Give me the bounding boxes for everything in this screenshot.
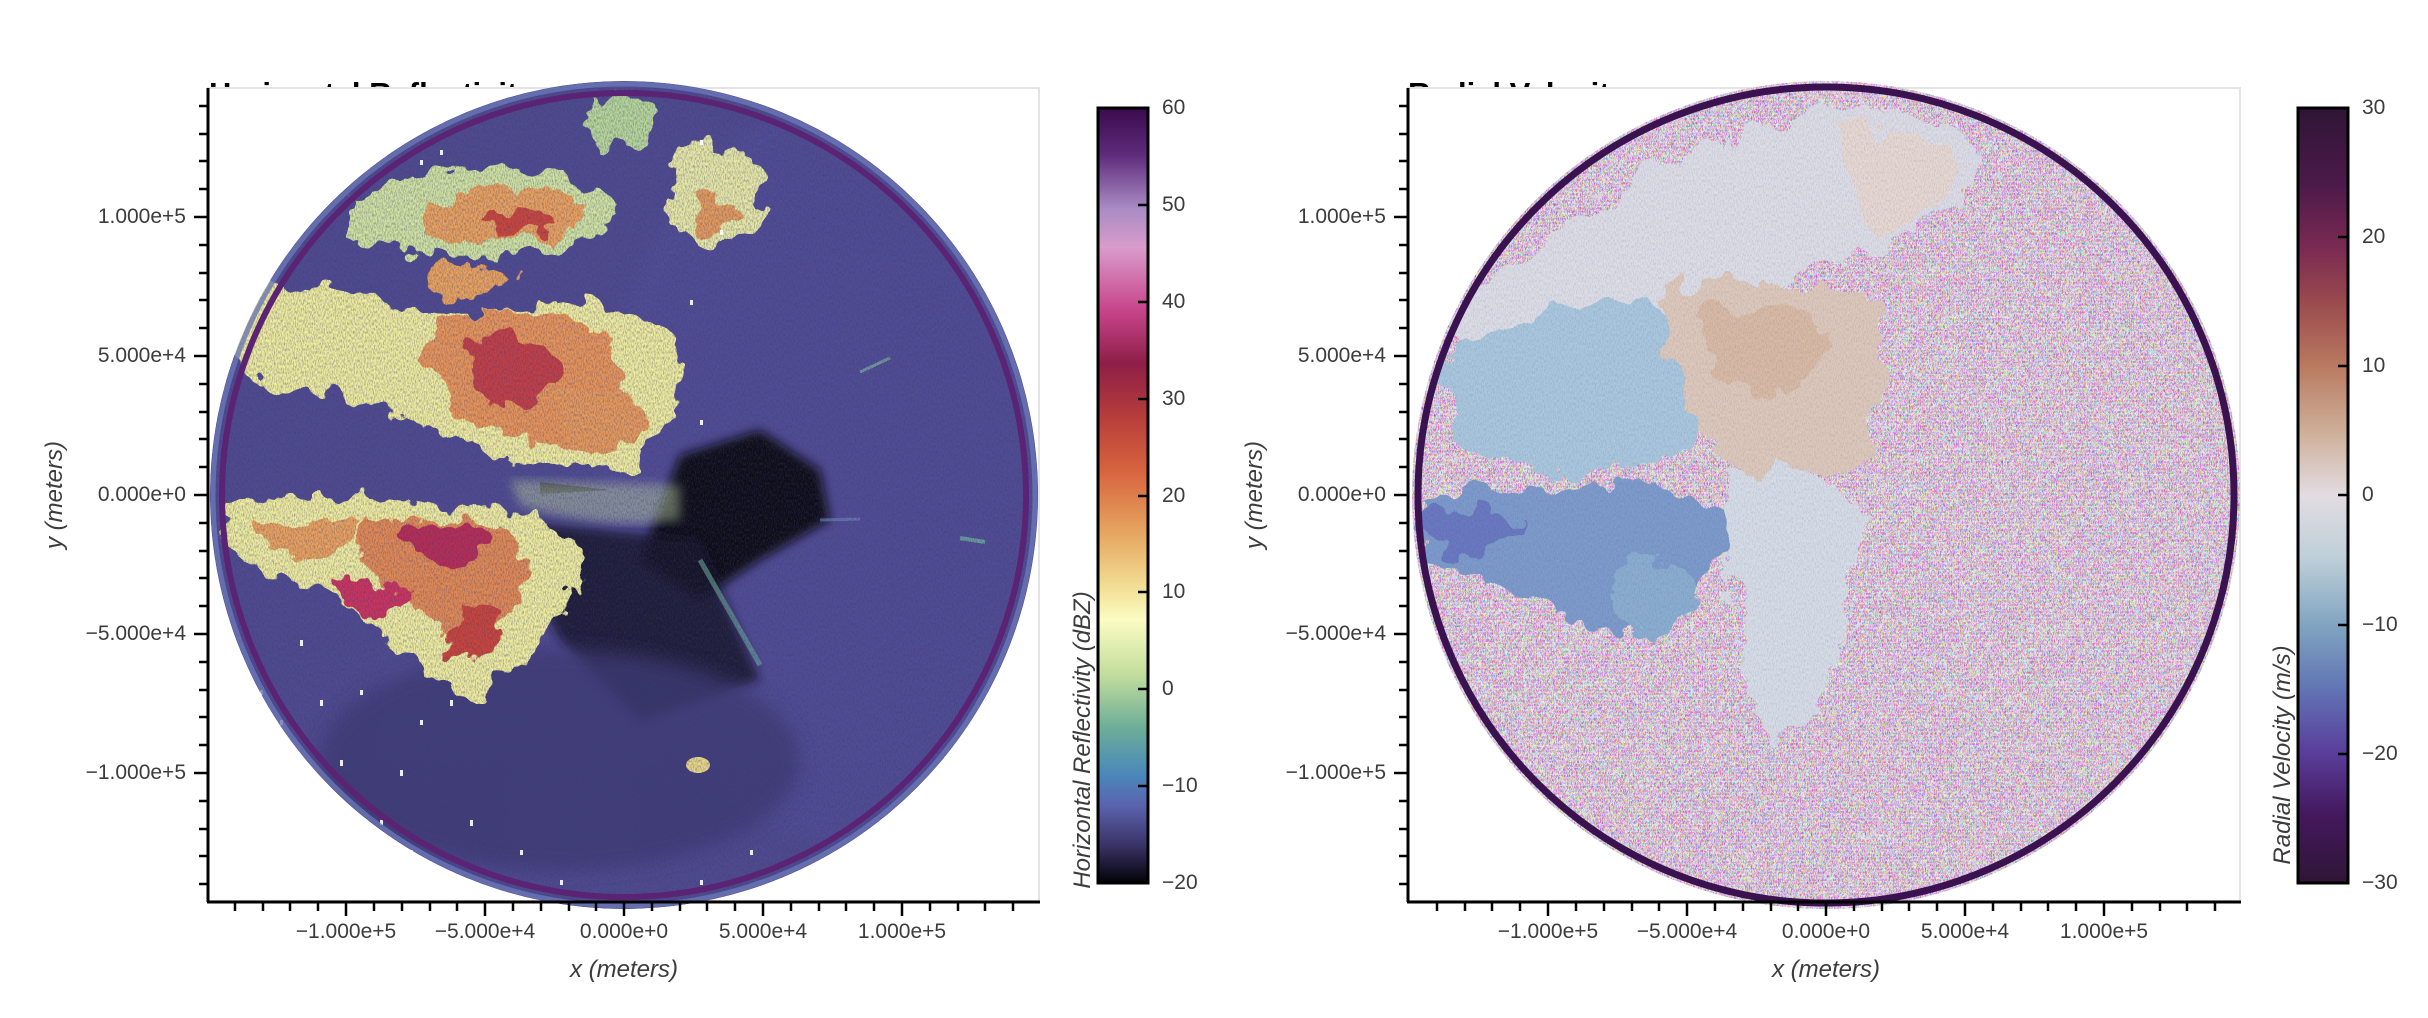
y-tick-label: 1.000e+5 <box>97 205 186 228</box>
y-tick-label: −1.000e+5 <box>85 761 186 784</box>
x-ticks <box>233 902 1015 916</box>
colorbar-tick-label: 30 <box>1162 387 1186 410</box>
x-tick-label: −1.000e+5 <box>295 920 397 943</box>
colorbar-tick-label: 0 <box>1162 677 1174 700</box>
colorbar-tick-label: 10 <box>2362 354 2386 377</box>
colorbar-tick-label: 50 <box>1162 193 1186 216</box>
colorbar-tick-label: −20 <box>2362 742 2398 765</box>
reflectivity-data <box>210 81 1038 909</box>
title-line-1: Radial Velocity <box>1408 76 1627 111</box>
colorbar-label: Radial Velocity (m/s) <box>2269 645 2296 865</box>
x-tick-label: 1.000e+5 <box>857 920 947 943</box>
colorbar-tick-label: 20 <box>1162 484 1186 507</box>
x-tick-label: −1.000e+5 <box>1497 920 1599 943</box>
colorbar-tick-label: 40 <box>1162 290 1186 313</box>
x-tick-label: −5.000e+4 <box>434 920 536 943</box>
y-axis-label: y (meters) <box>41 441 68 549</box>
x-axis-label: x (meters) <box>570 956 678 983</box>
colorbar-tick-label: 30 <box>2362 96 2386 119</box>
title-line-2: SPOLRVP8 Radar <box>1408 184 1678 219</box>
colorbar-tick-label: 10 <box>1162 580 1186 603</box>
colorbar-tick-label: −10 <box>1162 774 1198 797</box>
y-tick-label: −5.000e+4 <box>85 622 186 645</box>
velocity-title: Radial Velocity SPOLRVP8 Radar <box>1408 4 1678 292</box>
y-ticks <box>1394 104 1408 886</box>
y-tick-label: 0.000e+0 <box>1297 483 1386 506</box>
y-ticks <box>194 104 208 886</box>
reflectivity-plot <box>194 81 1150 916</box>
x-tick-label: 0.000e+0 <box>1781 920 1871 943</box>
y-tick-label: −1.000e+5 <box>1285 761 1386 784</box>
x-tick-label: 5.000e+4 <box>718 920 808 943</box>
y-tick-label: 1.000e+5 <box>1297 205 1386 228</box>
x-tick-label: 1.000e+5 <box>2059 920 2149 943</box>
x-tick-label: 5.000e+4 <box>1920 920 2010 943</box>
colorbar-tick-label: 0 <box>2362 483 2374 506</box>
y-tick-label: 0.000e+0 <box>97 483 186 506</box>
colorbar-tick-label: −30 <box>2362 871 2398 894</box>
colorbar-tick-label: −10 <box>2362 613 2398 636</box>
x-tick-label: −5.000e+4 <box>1636 920 1738 943</box>
y-tick-label: 5.000e+4 <box>1297 344 1386 367</box>
x-ticks <box>1435 902 2217 916</box>
velocity-colorbar <box>2296 106 2350 885</box>
x-tick-label: 0.000e+0 <box>579 920 669 943</box>
y-tick-label: −5.000e+4 <box>1285 622 1386 645</box>
colorbar-tick-label: 20 <box>2362 225 2386 248</box>
y-tick-label: 5.000e+4 <box>97 344 186 367</box>
colorbar-label: Horizontal Reflectivity (dBZ) <box>1069 591 1096 889</box>
colorbar-tick-label: −20 <box>1162 871 1198 894</box>
y-axis-label: y (meters) <box>1241 441 1268 549</box>
colorbar-tick-label: 60 <box>1162 96 1186 119</box>
x-axis-label: x (meters) <box>1772 956 1880 983</box>
